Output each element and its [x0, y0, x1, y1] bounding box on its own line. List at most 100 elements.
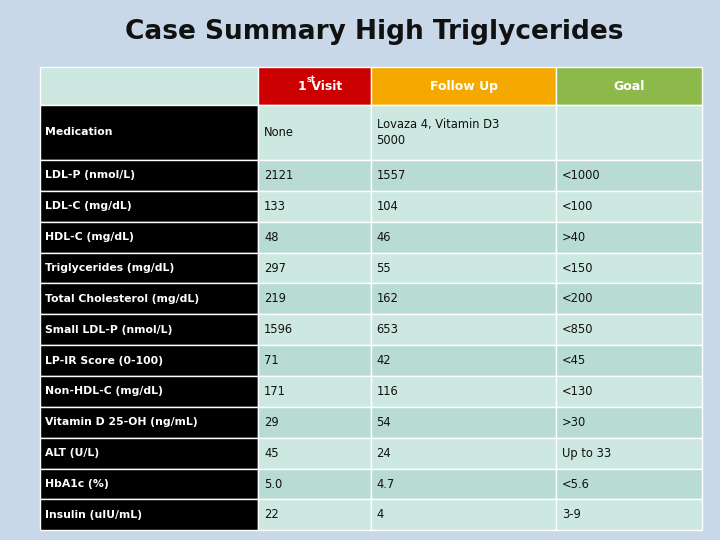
Bar	[557, 105, 702, 160]
Bar	[557, 345, 702, 376]
Text: Insulin (uIU/mL): Insulin (uIU/mL)	[45, 510, 143, 520]
Text: LDL-P (nmol/L): LDL-P (nmol/L)	[45, 171, 135, 180]
Text: <100: <100	[562, 200, 593, 213]
Text: 22: 22	[264, 508, 279, 521]
Bar	[258, 191, 371, 222]
Bar	[371, 407, 557, 438]
Text: 171: 171	[264, 385, 286, 398]
Bar	[371, 376, 557, 407]
Bar	[557, 469, 702, 500]
Text: 42: 42	[377, 354, 391, 367]
Bar	[371, 105, 557, 160]
Bar	[557, 284, 702, 314]
Bar	[40, 68, 258, 105]
Bar	[258, 376, 371, 407]
Text: None: None	[264, 126, 294, 139]
Bar	[371, 253, 557, 284]
Bar	[258, 407, 371, 438]
Text: 1: 1	[297, 79, 306, 92]
Bar	[371, 345, 557, 376]
Text: Goal: Goal	[613, 79, 645, 92]
Text: 4: 4	[377, 508, 384, 521]
Text: Medication: Medication	[45, 127, 113, 137]
Bar	[557, 314, 702, 345]
Bar	[557, 160, 702, 191]
Bar	[557, 222, 702, 253]
Text: st: st	[307, 75, 315, 84]
Bar	[557, 191, 702, 222]
Text: Total Cholesterol (mg/dL): Total Cholesterol (mg/dL)	[45, 294, 199, 304]
Bar	[258, 105, 371, 160]
Text: 3-9: 3-9	[562, 508, 581, 521]
Bar	[40, 376, 258, 407]
Bar	[40, 345, 258, 376]
Bar	[40, 469, 258, 500]
Text: 54: 54	[377, 416, 391, 429]
Bar	[40, 160, 258, 191]
Text: <1000: <1000	[562, 169, 600, 182]
Text: 24: 24	[377, 447, 391, 460]
Bar	[258, 68, 371, 105]
Bar	[40, 222, 258, 253]
Bar	[371, 191, 557, 222]
Bar	[40, 191, 258, 222]
Bar	[40, 253, 258, 284]
Bar	[557, 376, 702, 407]
Bar	[371, 68, 557, 105]
Text: <200: <200	[562, 292, 593, 306]
Text: 4.7: 4.7	[377, 477, 395, 490]
Text: >30: >30	[562, 416, 586, 429]
Bar	[40, 500, 258, 530]
Bar	[557, 407, 702, 438]
Bar	[371, 314, 557, 345]
Bar	[258, 438, 371, 469]
Text: 133: 133	[264, 200, 286, 213]
Text: 1596: 1596	[264, 323, 293, 336]
Bar	[258, 469, 371, 500]
Text: 2121: 2121	[264, 169, 293, 182]
Bar	[258, 253, 371, 284]
Bar	[40, 438, 258, 469]
Text: Triglycerides (mg/dL): Triglycerides (mg/dL)	[45, 263, 175, 273]
Text: 162: 162	[377, 292, 398, 306]
Bar	[371, 438, 557, 469]
Text: <5.6: <5.6	[562, 477, 590, 490]
Text: 46: 46	[377, 231, 391, 244]
Text: HDL-C (mg/dL): HDL-C (mg/dL)	[45, 232, 134, 242]
Text: Case Summary High Triglycerides: Case Summary High Triglycerides	[125, 19, 624, 45]
Bar	[258, 222, 371, 253]
Text: ALT (U/L): ALT (U/L)	[45, 448, 99, 458]
Text: Lovaza 4, Vitamin D3
5000: Lovaza 4, Vitamin D3 5000	[377, 118, 499, 147]
Bar	[40, 407, 258, 438]
Text: Non-HDL-C (mg/dL): Non-HDL-C (mg/dL)	[45, 387, 163, 396]
Bar	[371, 500, 557, 530]
Text: 55: 55	[377, 261, 391, 274]
Text: <850: <850	[562, 323, 593, 336]
Text: Visit: Visit	[307, 79, 343, 92]
Bar	[371, 160, 557, 191]
Bar	[258, 500, 371, 530]
Text: 1557: 1557	[377, 169, 406, 182]
Text: >40: >40	[562, 231, 586, 244]
Bar	[40, 314, 258, 345]
Text: LP-IR Score (0-100): LP-IR Score (0-100)	[45, 356, 163, 366]
Bar	[371, 284, 557, 314]
Bar	[557, 253, 702, 284]
Bar	[258, 345, 371, 376]
Text: <150: <150	[562, 261, 593, 274]
Text: HbA1c (%): HbA1c (%)	[45, 479, 109, 489]
Text: Vitamin D 25-OH (ng/mL): Vitamin D 25-OH (ng/mL)	[45, 417, 198, 427]
Text: 297: 297	[264, 261, 286, 274]
Text: 71: 71	[264, 354, 279, 367]
Text: Follow Up: Follow Up	[430, 79, 498, 92]
Bar	[40, 105, 258, 160]
Bar	[371, 469, 557, 500]
Text: 116: 116	[377, 385, 398, 398]
Bar	[371, 222, 557, 253]
Text: 48: 48	[264, 231, 279, 244]
Text: 5.0: 5.0	[264, 477, 282, 490]
Text: 219: 219	[264, 292, 286, 306]
Bar	[557, 438, 702, 469]
Text: <45: <45	[562, 354, 586, 367]
Text: LDL-C (mg/dL): LDL-C (mg/dL)	[45, 201, 132, 211]
